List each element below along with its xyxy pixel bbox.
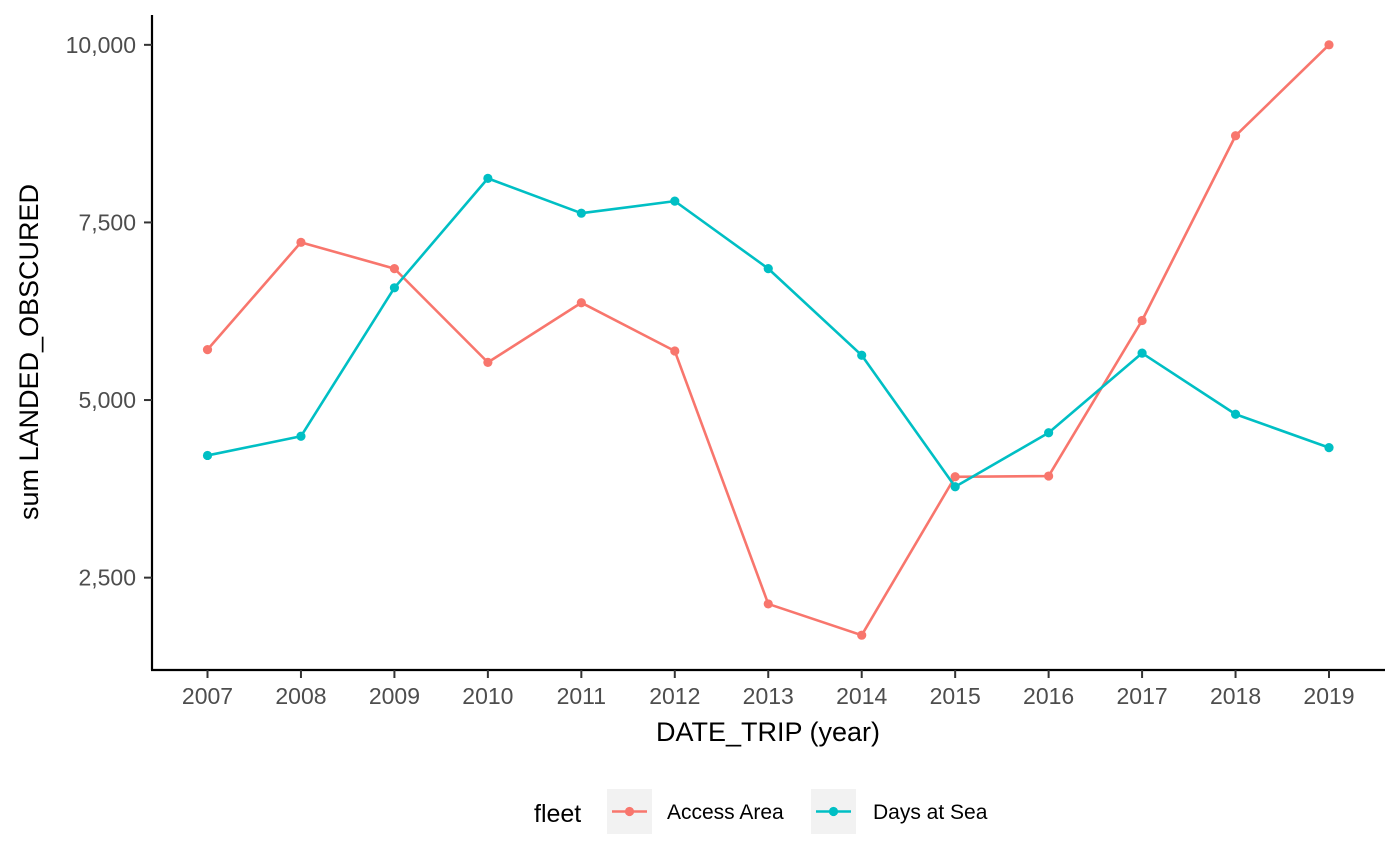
data-point [950,472,960,482]
y-axis-title: sum LANDED_OBSCURED [14,184,44,520]
data-point [670,346,680,356]
data-point [1044,428,1054,438]
data-point [296,431,306,441]
x-tick-label: 2013 [743,683,794,709]
legend-label: Access Area [667,801,784,824]
x-tick-label: 2017 [1116,683,1167,709]
x-tick-label: 2018 [1210,683,1261,709]
data-point [1230,131,1241,141]
data-point [857,630,867,640]
y-tick-label: 2,500 [78,565,136,591]
data-point [763,599,773,609]
x-tick-label: 2010 [462,683,513,709]
data-point [857,350,867,360]
legend-label: Days at Sea [873,801,988,824]
y-axis-ticks: 2,500 5,000 7,500 10,000 [66,32,152,591]
x-tick-label: 2008 [275,683,326,709]
data-point [389,264,400,274]
data-point [950,482,960,492]
data-point [1324,443,1334,453]
legend-title: fleet [534,800,581,828]
data-point [202,345,213,355]
legend-items: Access Area Days at Sea [607,789,988,834]
data-point [389,283,400,293]
data-point [296,237,306,247]
data-point [576,208,586,218]
data-point [483,173,493,183]
x-tick-label: 2007 [182,683,233,709]
data-point [483,357,493,367]
x-tick-label: 2019 [1303,683,1354,709]
data-point [1324,40,1334,50]
y-tick-label: 5,000 [78,387,136,413]
data-point [670,196,680,206]
series-layer [202,40,1334,640]
data-point [1044,471,1054,481]
x-tick-label: 2009 [369,683,420,709]
data-point [576,298,586,308]
x-axis-ticks: 2007 2008 2009 2010 2011 2012 2013 2014 2015 2016… [182,670,1355,709]
x-tick-label: 2014 [836,683,887,709]
data-point [202,450,213,461]
x-tick-label: 2012 [649,683,700,709]
x-tick-label: 2016 [1023,683,1074,709]
data-point [1137,315,1147,326]
legend-key-point [828,806,839,817]
x-axis-title: DATE_TRIP (year) [656,717,880,747]
data-point [763,264,773,274]
data-point [1137,348,1147,358]
y-tick-label: 7,500 [78,209,136,235]
legend: fleet Access Area Days at Sea [534,789,988,834]
legend-key-point [624,806,635,817]
x-tick-label: 2011 [557,683,606,709]
data-point [1230,409,1241,419]
y-tick-label: 10,000 [66,32,136,58]
x-tick-label: 2015 [930,683,981,709]
